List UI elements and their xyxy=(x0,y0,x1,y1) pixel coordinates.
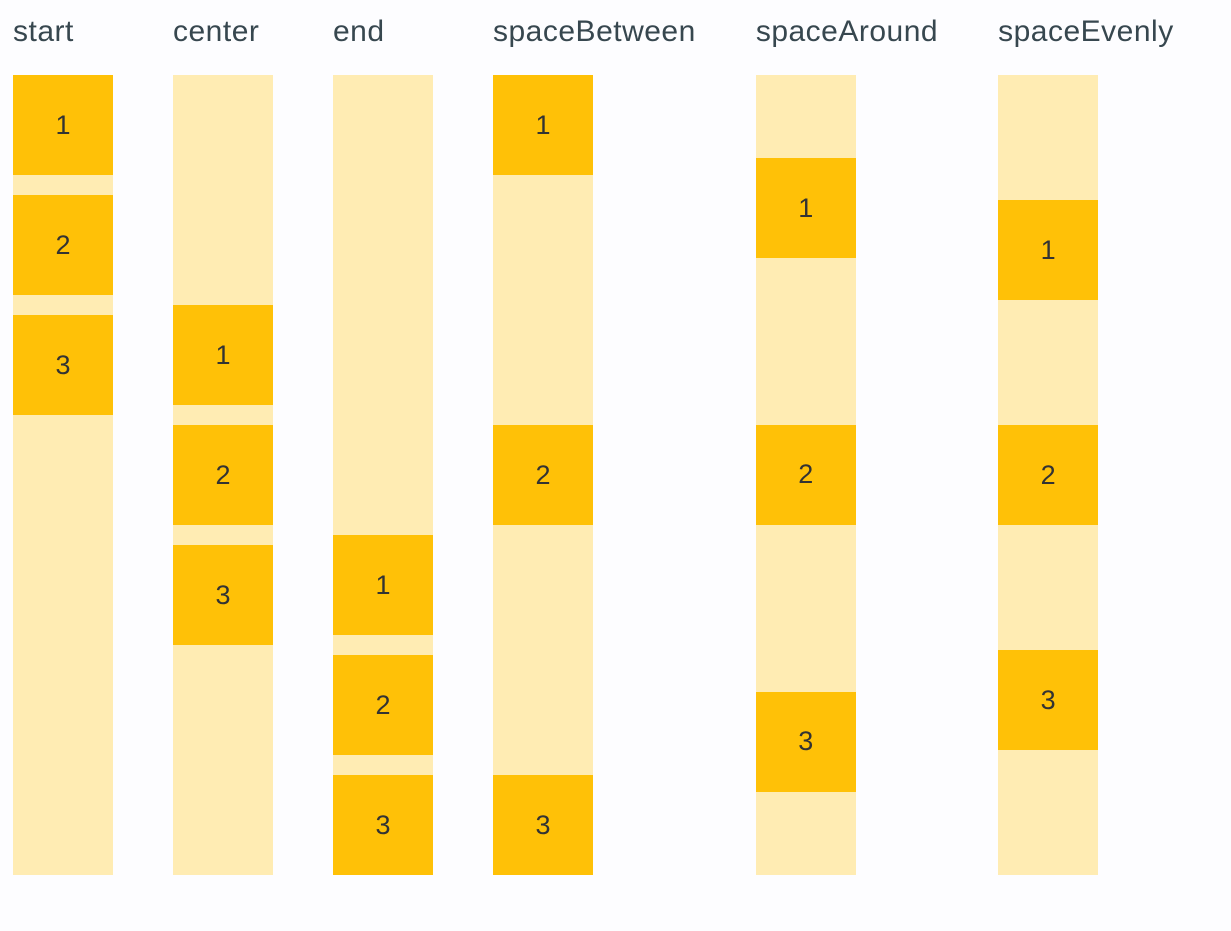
flex-item-number: 3 xyxy=(1040,684,1056,715)
flex-item-number: 3 xyxy=(215,579,231,610)
flex-item-box: 1 xyxy=(333,535,433,635)
flex-item-number: 2 xyxy=(55,229,71,260)
flex-item-number: 2 xyxy=(375,689,391,720)
flex-item-number: 2 xyxy=(1040,459,1056,490)
flex-item-number: 3 xyxy=(535,809,551,840)
flex-item-number: 1 xyxy=(798,192,814,223)
column-demo-center: center 1 2 3 xyxy=(173,10,273,875)
flex-item-box: 3 xyxy=(173,545,273,645)
flex-track-end: 1 2 3 xyxy=(333,75,433,875)
flex-item-box: 1 xyxy=(13,75,113,175)
column-demo-space-between: spaceBetween 1 2 3 xyxy=(493,10,696,875)
column-demo-space-around: spaceAround 1 2 3 xyxy=(755,10,939,875)
flex-track-center: 1 2 3 xyxy=(173,75,273,875)
flex-item-box: 3 xyxy=(333,775,433,875)
flex-item-box: 2 xyxy=(333,655,433,755)
flex-item-box: 2 xyxy=(13,195,113,295)
flex-item-box: 1 xyxy=(173,305,273,405)
flex-item-box: 3 xyxy=(755,691,856,792)
alignment-label-start: start xyxy=(13,15,74,48)
flex-item-number: 3 xyxy=(55,349,71,380)
flex-item-number: 1 xyxy=(1040,234,1056,265)
alignment-label-space-between: spaceBetween xyxy=(493,15,696,48)
flex-item-number: 2 xyxy=(215,459,231,490)
main-axis-alignment-demo: start 1 2 3 center 1 2 3 end 1 2 3 space… xyxy=(13,10,1174,875)
flex-item-number: 2 xyxy=(535,459,551,490)
alignment-label-space-around: spaceAround xyxy=(755,15,939,48)
flex-item-box: 3 xyxy=(493,775,593,875)
flex-track-space-between: 1 2 3 xyxy=(493,75,593,875)
flex-track-space-around: 1 2 3 xyxy=(755,75,856,875)
flex-track-start: 1 2 3 xyxy=(13,75,113,875)
flex-item-number: 3 xyxy=(798,726,814,757)
flex-item-number: 1 xyxy=(535,109,551,140)
column-demo-space-evenly: spaceEvenly 1 2 3 xyxy=(998,10,1174,875)
flex-item-box: 2 xyxy=(998,425,1099,525)
flex-item-box: 2 xyxy=(173,425,273,525)
alignment-label-center: center xyxy=(173,15,260,48)
flex-item-box: 3 xyxy=(13,315,113,415)
flex-item-box: 2 xyxy=(755,424,856,525)
column-demo-end: end 1 2 3 xyxy=(333,10,433,875)
flex-item-box: 3 xyxy=(998,650,1099,750)
alignment-label-end: end xyxy=(333,15,385,48)
column-demo-start: start 1 2 3 xyxy=(13,10,113,875)
alignment-label-space-evenly: spaceEvenly xyxy=(998,15,1174,48)
flex-item-box: 1 xyxy=(998,200,1099,300)
flex-item-number: 1 xyxy=(215,339,231,370)
flex-item-box: 1 xyxy=(493,75,593,175)
flex-track-space-evenly: 1 2 3 xyxy=(998,75,1099,875)
flex-item-box: 2 xyxy=(493,425,593,525)
flex-item-number: 3 xyxy=(375,809,391,840)
flex-item-number: 1 xyxy=(375,569,391,600)
flex-item-number: 2 xyxy=(798,459,814,490)
flex-item-number: 1 xyxy=(55,109,71,140)
flex-item-box: 1 xyxy=(755,158,856,259)
